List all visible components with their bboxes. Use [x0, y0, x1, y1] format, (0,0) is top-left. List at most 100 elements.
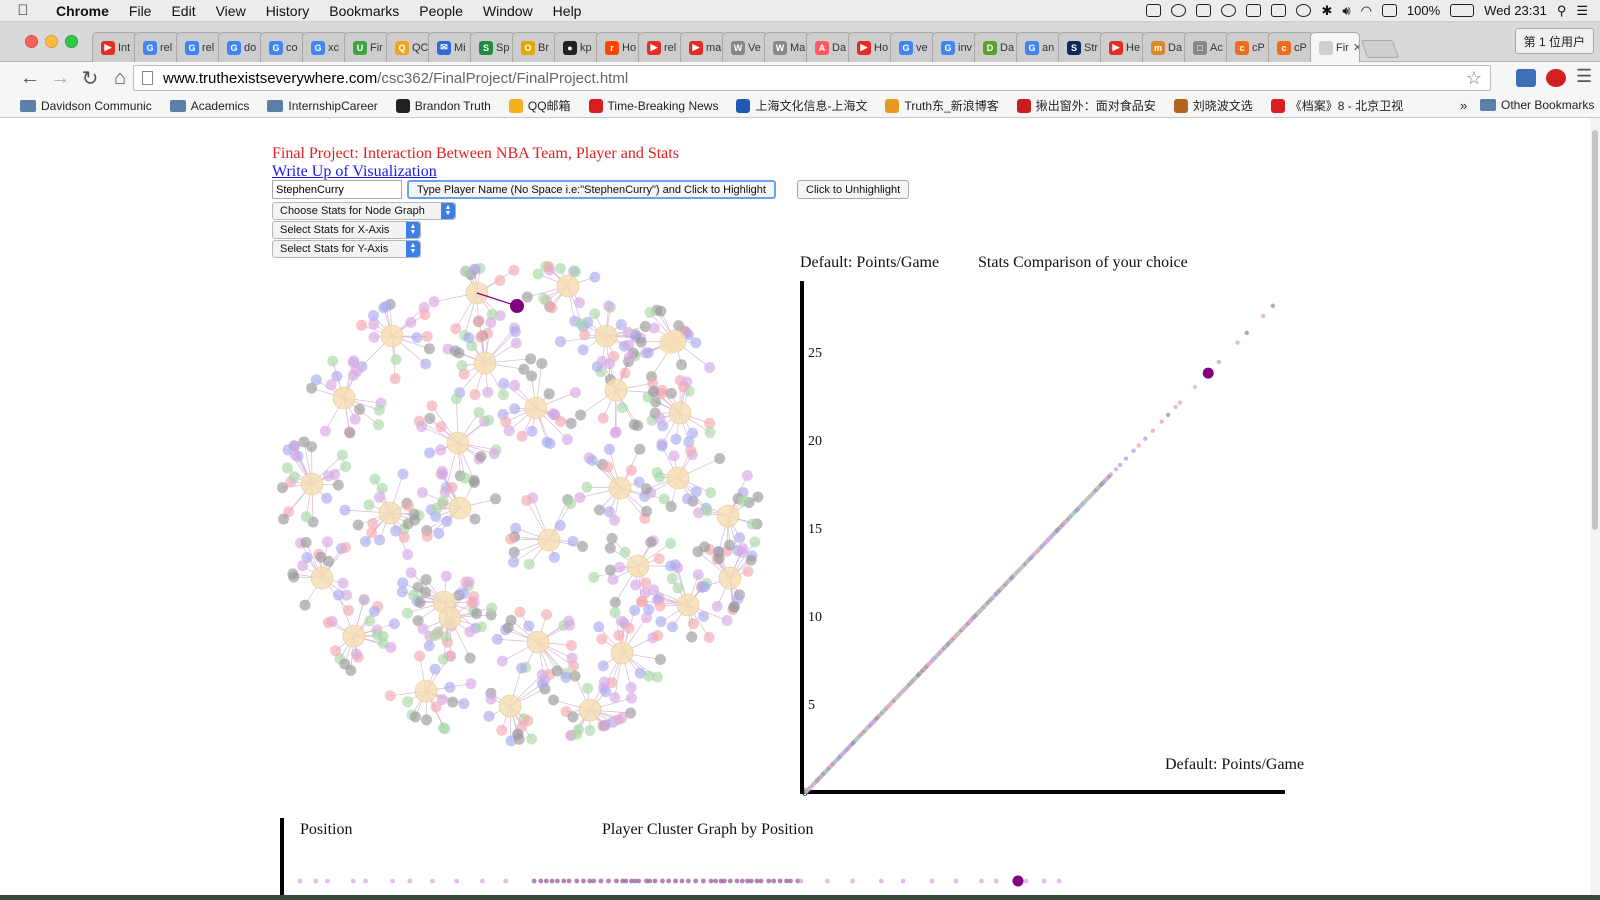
player-node[interactable] [281, 462, 293, 474]
player-node[interactable] [699, 581, 711, 593]
player-node[interactable] [490, 493, 502, 505]
player-node[interactable] [586, 454, 598, 466]
cluster-point[interactable] [531, 878, 537, 884]
player-node[interactable] [435, 421, 447, 433]
player-node[interactable] [343, 604, 355, 616]
player-node[interactable] [469, 389, 481, 401]
tab[interactable]: O Br [512, 32, 558, 62]
player-node[interactable] [287, 568, 299, 580]
player-node[interactable] [373, 419, 385, 431]
tab[interactable]: Q QC [386, 32, 432, 62]
player-node[interactable] [593, 621, 605, 633]
player-node[interactable] [464, 652, 476, 664]
player-node[interactable] [654, 471, 666, 483]
team-node[interactable] [668, 401, 692, 425]
player-node[interactable] [619, 367, 631, 379]
input-source-icon[interactable] [1381, 4, 1397, 17]
player-node[interactable] [349, 413, 361, 425]
player-node[interactable] [692, 507, 704, 519]
player-node[interactable] [374, 534, 386, 546]
player-node[interactable] [616, 712, 628, 724]
cluster-point[interactable] [647, 878, 653, 884]
menu-help[interactable]: Help [552, 2, 582, 19]
player-node[interactable] [420, 574, 432, 586]
team-node[interactable] [448, 496, 472, 520]
scatter-point[interactable] [1117, 462, 1123, 468]
team-node[interactable] [446, 431, 470, 455]
player-node[interactable] [510, 522, 522, 534]
player-node[interactable] [450, 323, 462, 335]
menu-app-chrome[interactable]: Chrome [56, 2, 109, 19]
player-node[interactable] [276, 482, 288, 494]
scatter-point[interactable] [1108, 472, 1114, 477]
player-node[interactable] [513, 733, 525, 745]
cluster-point[interactable] [878, 878, 884, 884]
player-node[interactable] [419, 308, 431, 320]
player-node[interactable] [344, 427, 356, 439]
player-node[interactable] [447, 696, 459, 708]
player-node[interactable] [469, 263, 481, 275]
cluster-point[interactable] [587, 878, 593, 884]
player-node[interactable] [340, 460, 352, 472]
player-node[interactable] [734, 532, 746, 544]
player-node[interactable] [516, 430, 528, 442]
cluster-point[interactable] [614, 878, 619, 884]
other-bookmarks[interactable]: Other Bookmarks [1480, 98, 1594, 112]
player-node[interactable] [643, 670, 655, 682]
player-node[interactable] [459, 472, 471, 484]
cluster-point[interactable] [623, 878, 629, 884]
profile-button[interactable]: 第 1 位用户 [1514, 28, 1594, 54]
player-node[interactable] [609, 596, 621, 608]
player-node[interactable] [683, 436, 695, 448]
team-node[interactable] [473, 351, 497, 375]
player-node[interactable] [609, 692, 621, 704]
player-node[interactable] [402, 500, 414, 512]
cluster-point[interactable] [566, 878, 572, 884]
player-node[interactable] [341, 589, 353, 601]
player-node[interactable] [639, 587, 651, 599]
cluster-point[interactable] [479, 878, 485, 884]
tab[interactable]: D Da [974, 32, 1020, 62]
team-node[interactable] [300, 472, 324, 496]
player-node[interactable] [376, 482, 388, 494]
player-node[interactable] [356, 319, 368, 331]
player-node[interactable] [405, 316, 417, 328]
player-node[interactable] [389, 373, 401, 385]
player-node[interactable] [596, 633, 608, 645]
player-node[interactable] [656, 384, 668, 396]
time-machine-icon[interactable] [1296, 4, 1312, 17]
player-node[interactable] [526, 425, 538, 437]
player-node[interactable] [746, 518, 758, 530]
player-node[interactable] [643, 603, 655, 615]
player-node[interactable] [554, 262, 566, 274]
player-node[interactable] [367, 310, 379, 322]
player-node[interactable] [690, 337, 702, 349]
scatter-point[interactable] [1216, 359, 1222, 365]
team-node[interactable] [608, 476, 632, 500]
player-node[interactable] [564, 619, 576, 631]
player-node[interactable] [337, 577, 349, 589]
player-node[interactable] [543, 388, 555, 400]
player-node[interactable] [665, 387, 677, 399]
cluster-point[interactable] [591, 878, 597, 884]
player-node[interactable] [640, 577, 652, 589]
player-node[interactable] [319, 425, 331, 437]
player-node[interactable] [475, 451, 487, 463]
player-node[interactable] [589, 308, 601, 320]
player-node[interactable] [429, 630, 441, 642]
tab[interactable]: S Str [1058, 32, 1104, 62]
player-node[interactable] [310, 374, 322, 386]
player-node[interactable] [630, 579, 642, 591]
player-node[interactable] [277, 513, 289, 525]
player-node[interactable] [408, 508, 420, 520]
cluster-point[interactable] [929, 878, 935, 884]
cluster-point[interactable] [745, 878, 750, 884]
bookmark-item[interactable]: 《档案》8 - 北京卫视 [1270, 97, 1403, 114]
player-node[interactable] [390, 354, 402, 366]
player-node[interactable] [417, 623, 429, 635]
